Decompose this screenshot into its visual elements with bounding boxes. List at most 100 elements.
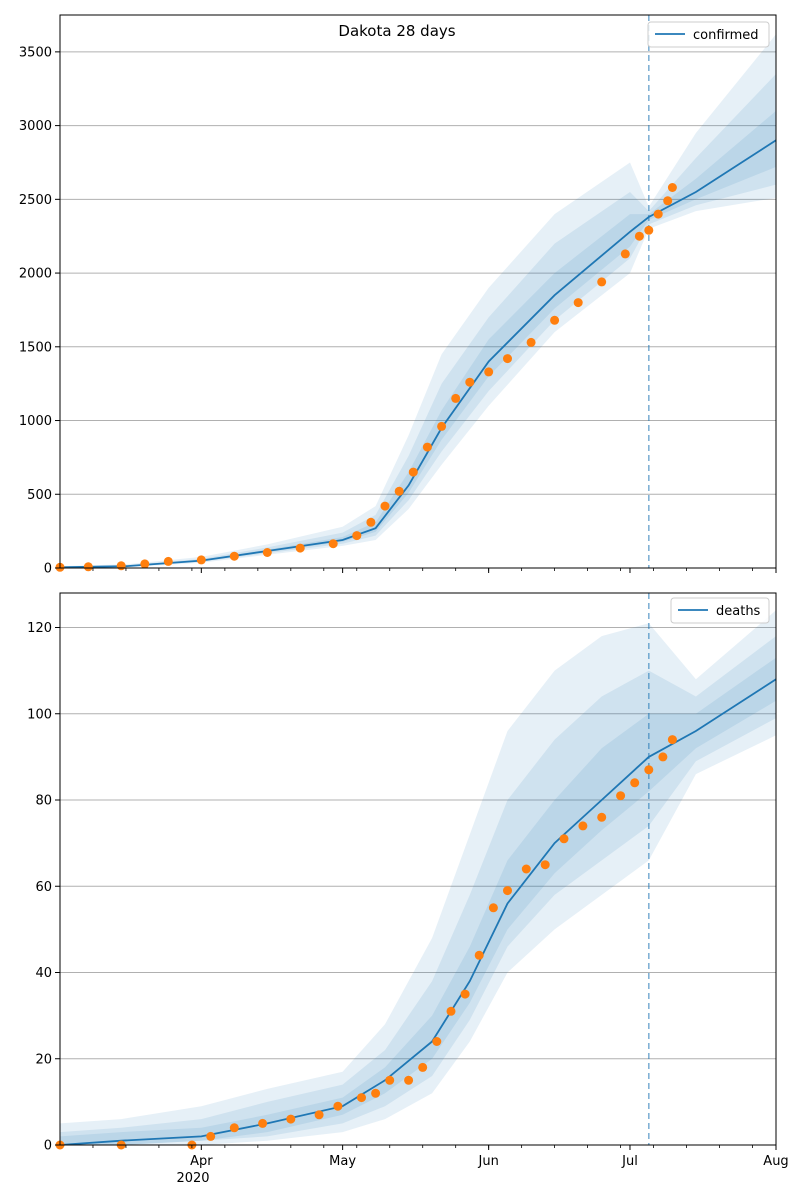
observed-point [314, 1110, 324, 1120]
confirmed-axes-frame [59, 14, 777, 569]
observed-point [352, 531, 362, 541]
observed-point [597, 812, 607, 822]
observed-point [521, 864, 531, 874]
y-tick-label: 80 [35, 794, 52, 809]
observed-point [116, 561, 126, 571]
observed-point [667, 183, 677, 192]
confirmed-panel: 0 500 1000 1500 2000 2500 3000 3500 Dakota 28 d… [19, 14, 777, 577]
x-tick-label: May [329, 1154, 356, 1169]
y-tick-label: 1500 [19, 340, 52, 355]
observed-point [559, 834, 569, 844]
observed-point [418, 1062, 428, 1072]
observed-point [196, 555, 206, 565]
confidence-band [60, 110, 776, 568]
observed-point [460, 989, 470, 999]
observed-point [644, 765, 654, 775]
observed-point [653, 209, 663, 219]
observed-point [371, 1088, 381, 1098]
observed-point [229, 1123, 239, 1133]
observed-point [465, 377, 475, 387]
y-tick-label: 60 [35, 880, 52, 895]
observed-point [408, 467, 418, 477]
observed-point [630, 778, 640, 788]
observed-point [474, 950, 484, 960]
y-tick-label: 2000 [19, 267, 52, 282]
observed-point [446, 1006, 456, 1016]
observed-point [540, 860, 550, 870]
observed-point [394, 486, 404, 496]
y-tick-label: 2500 [19, 193, 52, 208]
deaths-legend: deaths [670, 597, 770, 624]
deaths-panel: 0 20 40 60 80 100 120 Apr May Jun Jul Aug 2020 dea… [27, 592, 789, 1186]
x-tick-label: Jul [621, 1154, 638, 1169]
x-tick-label: Aug [763, 1154, 788, 1169]
observed-point [658, 752, 668, 762]
y-tick-label: 3500 [19, 45, 52, 60]
observed-point [644, 225, 654, 235]
observed-point [451, 393, 461, 403]
observed-point [357, 1093, 366, 1103]
x-tick-label: Apr [190, 1154, 213, 1169]
observed-point [550, 315, 560, 325]
deaths-legend-box [670, 597, 770, 624]
observed-point [526, 337, 536, 347]
y-tick-label: 1000 [19, 414, 52, 429]
observed-point [333, 1101, 343, 1111]
y-tick-label: 0 [44, 562, 52, 577]
confirmed-legend: confirmed [647, 21, 770, 48]
observed-point [83, 562, 93, 572]
observed-point [616, 791, 626, 801]
confirmed-legend-box [647, 21, 770, 48]
x-axis-year-label: 2020 [176, 1171, 209, 1186]
confirmed-y-ticks: 0 500 1000 1500 2000 2500 3000 3500 [19, 45, 60, 577]
observed-point [286, 1114, 296, 1124]
observed-point [503, 354, 512, 364]
observed-point [366, 517, 376, 527]
confidence-band [60, 636, 776, 1145]
observed-point [328, 539, 338, 549]
observed-point [404, 1075, 414, 1085]
observed-point [437, 421, 447, 431]
observed-point [578, 821, 588, 831]
observed-point [663, 196, 673, 206]
y-tick-label: 500 [27, 488, 52, 503]
deaths-y-ticks: 0 20 40 60 80 100 120 [27, 621, 60, 1154]
observed-point [422, 442, 432, 452]
y-tick-label: 20 [35, 1052, 52, 1067]
confirmed-grid [60, 51, 776, 495]
observed-point [503, 886, 512, 896]
observed-point [140, 559, 150, 569]
x-tick-label: Jun [478, 1154, 499, 1169]
observed-point [385, 1075, 395, 1085]
observed-point [573, 298, 583, 308]
confirmed-legend-label: confirmed [693, 28, 759, 43]
y-tick-label: 3000 [19, 119, 52, 134]
observed-point [484, 367, 494, 377]
deaths-legend-label: deaths [716, 604, 761, 619]
observed-point [634, 231, 644, 241]
observed-point [262, 548, 272, 557]
y-tick-label: 0 [44, 1139, 52, 1154]
deaths-grid [60, 627, 776, 1060]
chart-title: Dakota 28 days [338, 22, 455, 40]
confirmed-x-ticks [92, 568, 777, 573]
confidence-band [60, 657, 776, 1145]
confidence-band [60, 34, 776, 568]
observed-point [597, 277, 607, 287]
deaths-observed-points [55, 735, 677, 1150]
observed-point [380, 501, 390, 511]
observed-point [206, 1131, 216, 1141]
observed-point [432, 1037, 442, 1046]
y-tick-label: 120 [27, 621, 52, 636]
observed-point [620, 249, 630, 259]
deaths-axes-frame [59, 592, 777, 1146]
observed-point [229, 551, 239, 561]
observed-point [163, 556, 173, 566]
confirmed-observed-points [55, 183, 677, 572]
observed-point [295, 543, 305, 553]
confidence-band [60, 610, 776, 1145]
deaths-x-ticks: Apr May Jun Jul Aug [92, 1145, 789, 1169]
deaths-confidence-bands [60, 610, 776, 1145]
confirmed-model-line [59, 139, 777, 569]
